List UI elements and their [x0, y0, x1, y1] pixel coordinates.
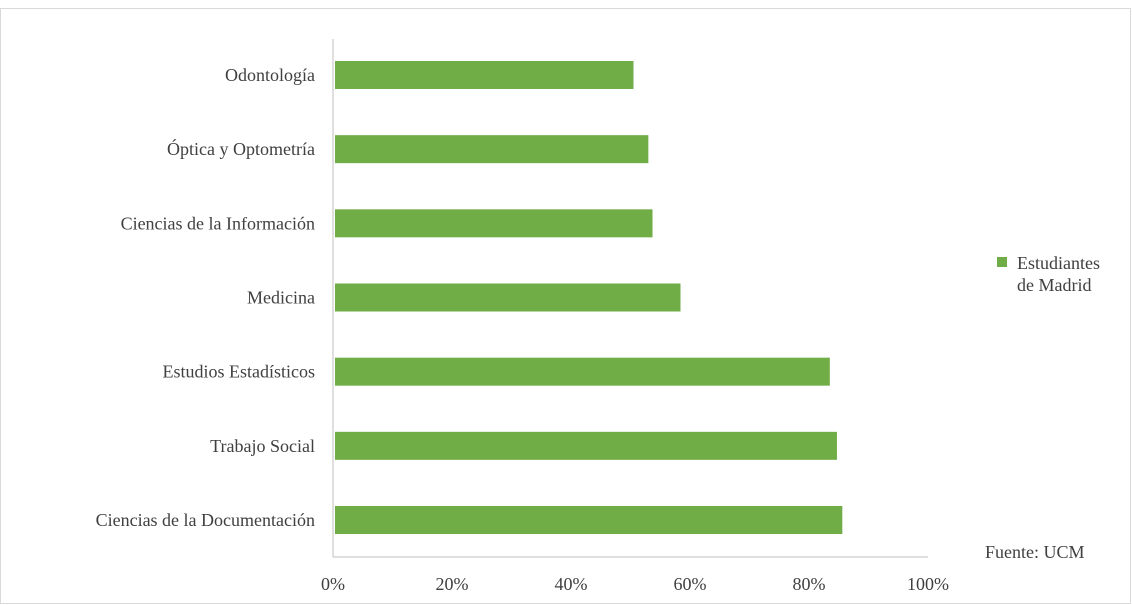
bars-layer — [335, 61, 843, 534]
x-tick-label: 80% — [793, 574, 826, 594]
bar — [335, 135, 649, 164]
legend-swatch — [997, 257, 1007, 267]
bar — [335, 357, 830, 386]
x-tick-label: 40% — [555, 574, 588, 594]
category-label: Ciencias de la Información — [121, 213, 315, 233]
category-label: Odontología — [225, 65, 315, 85]
category-labels: Odontología Óptica y Optometría Ciencias d… — [96, 65, 315, 530]
x-tick-labels: 0% 20% 40% 60% 80% 100% — [321, 574, 949, 594]
legend-label-line-1: Estudiantes — [1017, 253, 1100, 273]
category-label: Trabajo Social — [210, 436, 315, 456]
category-label: Óptica y Optometría — [167, 138, 315, 159]
x-tick-label: 100% — [907, 574, 949, 594]
bar — [335, 61, 634, 89]
legend: Estudiantes de Madrid — [997, 253, 1105, 295]
legend-label: Estudiantes de Madrid — [1017, 253, 1105, 295]
bar — [335, 209, 653, 238]
x-tick-label: 20% — [436, 574, 469, 594]
x-tick-label: 60% — [674, 574, 707, 594]
chart-frame — [0, 8, 1131, 604]
bar — [335, 283, 681, 312]
bar — [335, 431, 837, 460]
legend-label-line-2: de Madrid — [1017, 275, 1091, 295]
source-note: Fuente: UCM — [985, 542, 1085, 562]
category-label: Medicina — [247, 288, 315, 308]
category-label: Estudios Estadísticos — [163, 362, 316, 382]
category-label: Ciencias de la Documentación — [96, 510, 315, 530]
x-tick-label: 0% — [321, 574, 345, 594]
bar — [335, 506, 843, 534]
axes — [332, 39, 928, 558]
